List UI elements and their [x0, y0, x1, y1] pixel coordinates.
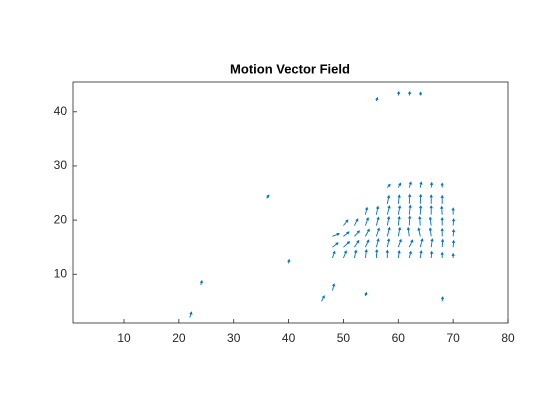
x-tick-label: 20 — [172, 331, 186, 345]
vector-arrow — [428, 227, 432, 237]
vector-arrow — [418, 91, 423, 96]
x-tick-label: 10 — [117, 331, 131, 345]
x-tick-label: 80 — [501, 331, 515, 345]
chart-title: Motion Vector Field — [230, 61, 350, 76]
vector-arrow — [386, 183, 391, 188]
vector-arrow — [199, 279, 203, 286]
vector-arrow — [440, 251, 444, 259]
vector-arrow — [429, 181, 434, 188]
vector-arrow — [429, 205, 433, 215]
vector-arrow — [354, 218, 359, 226]
vector-arrow — [375, 216, 380, 226]
vector-arrow — [397, 226, 402, 237]
vector-arrow — [343, 241, 351, 248]
vector-arrow — [408, 250, 412, 259]
vector-arrow — [364, 206, 369, 215]
vector-arrow — [419, 205, 423, 215]
vector-arrow — [419, 238, 424, 248]
vector-arrow — [375, 227, 380, 237]
vector-arrow — [451, 207, 455, 215]
vector-arrow — [451, 228, 456, 237]
vector-arrow — [417, 227, 421, 237]
vector-arrow — [408, 193, 412, 204]
vector-arrow — [419, 181, 423, 188]
vector-arrow — [397, 194, 401, 204]
y-tick-label: 30 — [54, 158, 68, 172]
vector-arrow — [343, 250, 347, 259]
vector-arrow — [428, 216, 432, 226]
y-tick-label: 10 — [54, 266, 68, 280]
vector-arrow — [332, 232, 340, 237]
vector-arrow — [451, 252, 455, 259]
vector-arrow — [343, 231, 350, 237]
vector-arrow — [386, 215, 391, 226]
axes-box — [72, 81, 509, 324]
vector-arrow — [332, 250, 336, 259]
vector-arrow — [385, 249, 389, 259]
vector-arrow — [375, 96, 379, 102]
vector-arrow — [419, 250, 423, 259]
vector-arrow — [354, 230, 360, 237]
x-tick-label: 50 — [337, 331, 351, 345]
vector-arrow — [397, 182, 402, 188]
vector-arrow — [430, 238, 434, 248]
vector-arrow — [451, 218, 456, 226]
vector-arrow — [354, 239, 360, 248]
vector-arrow — [386, 194, 391, 204]
vector-arrow — [440, 238, 445, 248]
vector-arrow — [343, 219, 349, 226]
vector-arrow — [397, 238, 402, 248]
vector-arrow — [407, 90, 412, 96]
vector-arrow — [406, 226, 410, 237]
vector-arrow — [429, 194, 433, 204]
vector-arrow — [451, 239, 456, 248]
vector-arrow — [266, 194, 270, 199]
vector-arrow — [440, 205, 444, 215]
x-tick-label: 40 — [282, 331, 296, 345]
vector-arrow — [287, 258, 291, 264]
vector-arrow — [440, 296, 445, 302]
vector-arrow — [375, 238, 380, 248]
vector-arrow — [375, 248, 379, 259]
vector-arrow — [386, 226, 391, 237]
vector-arrow — [440, 182, 444, 188]
vector-arrow — [364, 291, 368, 297]
y-tick-label: 20 — [54, 212, 68, 226]
x-tick-label: 30 — [227, 331, 241, 345]
vector-arrow — [364, 228, 370, 237]
vector-arrow — [321, 295, 325, 302]
vector-arrow — [386, 238, 391, 248]
vector-arrow — [419, 193, 423, 204]
vector-arrow — [397, 250, 401, 259]
vector-arrow — [353, 249, 358, 259]
vector-arrow — [364, 248, 368, 259]
x-tick-label: 60 — [392, 331, 406, 345]
vector-arrow — [429, 250, 434, 259]
vector-arrow — [386, 205, 391, 215]
vector-arrow — [397, 215, 401, 226]
vector-arrow — [440, 216, 444, 226]
vector-arrow — [440, 227, 444, 237]
vector-arrow — [396, 90, 401, 96]
vector-arrow — [418, 215, 422, 226]
vector-arrow — [408, 215, 412, 226]
vector-arrow — [364, 217, 369, 226]
vector-arrow — [408, 204, 412, 215]
vector-arrow — [332, 283, 336, 291]
vector-arrow — [332, 242, 339, 248]
vector-arrow — [397, 205, 402, 215]
vector-arrow — [440, 194, 444, 204]
x-tick-label: 70 — [446, 331, 460, 345]
vector-arrow — [189, 311, 193, 318]
vector-arrow — [375, 205, 380, 215]
vector-arrow — [408, 181, 412, 188]
y-tick-label: 40 — [54, 104, 68, 118]
vector-arrow — [408, 239, 414, 248]
vector-arrow — [364, 239, 370, 248]
